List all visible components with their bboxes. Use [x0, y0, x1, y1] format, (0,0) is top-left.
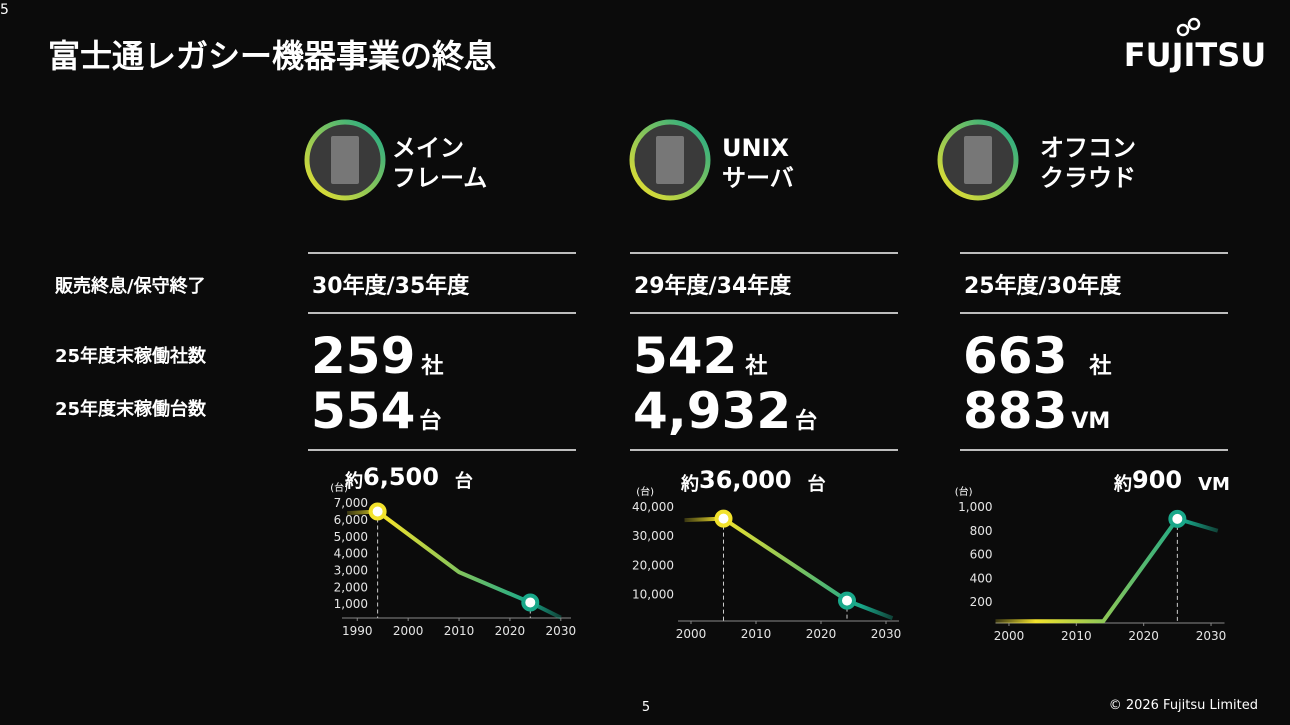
units-unit: 台 [795, 408, 817, 434]
x-tick-label: 2020 [495, 624, 526, 638]
y-tick-label: 600 [970, 548, 993, 562]
annotation: 約6,500 台 [344, 463, 473, 492]
row-label: 販売終息/保守終了 [55, 275, 206, 297]
data-line [995, 516, 1219, 624]
logo-text: FUJITSU [1124, 36, 1267, 74]
y-unit: (台) [955, 485, 973, 498]
y-tick-label: 1,000 [958, 500, 992, 514]
column-name: フレーム [392, 164, 487, 192]
x-tick-label: 2030 [871, 627, 902, 641]
end-dates: 25年度/30年度 [964, 273, 1122, 299]
y-tick-label: 7,000 [334, 496, 368, 510]
annotation: 約900 VM [1113, 466, 1230, 495]
y-unit: (台) [636, 485, 654, 498]
end-dates: 29年度/34年度 [634, 273, 792, 299]
data-line [684, 516, 894, 621]
highlight-point [714, 509, 733, 528]
units-figure: 883 VM [963, 382, 1110, 440]
annotation-unit: 台 [455, 470, 473, 492]
row-label: 25年度末稼働台数 [55, 398, 207, 420]
x-tick-label: 1990 [342, 624, 373, 638]
highlight-point [368, 502, 387, 521]
annotation-unit: VM [1198, 474, 1230, 495]
logo: FUJITSU [1124, 17, 1267, 74]
y-tick-label: 1,000 [334, 597, 368, 611]
companies-figure: 663 社 [963, 327, 1111, 385]
units-number: 4,932 [633, 382, 791, 440]
row-label: 25年度末稼働社数 [55, 345, 207, 367]
x-tick-label: 2030 [546, 624, 577, 638]
units-number: 554 [311, 382, 415, 440]
x-tick-label: 2030 [1196, 629, 1227, 643]
companies-unit: 社 [1088, 354, 1111, 379]
y-tick-label: 200 [970, 595, 993, 609]
column-name: UNIX [722, 134, 790, 162]
y-tick-label: 30,000 [632, 529, 674, 543]
companies-number: 663 [963, 327, 1067, 385]
annotation-number: 6,500 [363, 463, 439, 491]
column-icon-detail [331, 136, 359, 184]
annotation-number: 36,000 [699, 466, 792, 494]
annotation-prefix: 約 [344, 470, 363, 492]
annotation-prefix: 約 [1113, 473, 1132, 495]
highlight-point [1168, 509, 1187, 528]
units-unit: VM [1071, 409, 1110, 434]
x-tick-label: 2010 [444, 624, 475, 638]
column-icon-detail [964, 136, 992, 184]
y-unit: (台) [330, 481, 348, 494]
companies-unit: 社 [420, 354, 443, 379]
companies-number: 542 [633, 327, 737, 385]
page-number: 5 [642, 700, 650, 715]
companies-figure: 542 社 [633, 327, 767, 385]
companies-figure: 259 社 [311, 327, 443, 385]
x-tick-label: 2000 [393, 624, 424, 638]
x-tick-label: 2010 [1061, 629, 1092, 643]
x-tick-label: 2020 [1128, 629, 1159, 643]
column-icon-detail [656, 136, 684, 184]
column-name: サーバ [722, 164, 794, 192]
annotation: 約36,000 台 [680, 466, 826, 495]
highlight-point [838, 591, 856, 610]
slide-title: 富士通レガシー機器事業の終息 [48, 37, 496, 75]
highlight-point [521, 593, 540, 612]
y-tick-label: 3,000 [334, 563, 368, 577]
companies-number: 259 [311, 327, 415, 385]
annotation-number: 900 [1132, 466, 1182, 494]
units-figure: 4,932 台 [633, 382, 817, 440]
column-name: オフコン [1040, 134, 1136, 162]
x-tick-label: 2000 [994, 629, 1025, 643]
y-tick-label: 2,000 [334, 580, 368, 594]
column-name: クラウド [1040, 164, 1136, 192]
corner-label: 5 [0, 2, 9, 18]
y-tick-label: 10,000 [632, 588, 674, 602]
y-tick-label: 20,000 [632, 558, 674, 572]
y-tick-label: 800 [970, 524, 993, 538]
y-tick-label: 40,000 [632, 500, 674, 514]
companies-unit: 社 [744, 354, 767, 379]
y-tick-label: 4,000 [334, 547, 368, 561]
data-line [346, 509, 562, 620]
units-number: 883 [963, 382, 1067, 440]
annotation-unit: 台 [808, 473, 826, 495]
copyright: © 2026 Fujitsu Limited [1109, 698, 1258, 713]
logo-mark [1176, 23, 1190, 37]
end-dates: 30年度/35年度 [312, 273, 470, 299]
units-figure: 554 台 [311, 382, 441, 440]
x-tick-label: 2010 [741, 627, 772, 641]
x-tick-label: 2020 [806, 627, 837, 641]
annotation-prefix: 約 [680, 473, 699, 495]
y-tick-label: 6,000 [334, 513, 368, 527]
logo-mark [1187, 17, 1201, 31]
x-tick-label: 2000 [676, 627, 707, 641]
column-name: メイン [392, 134, 464, 162]
y-tick-label: 400 [970, 571, 993, 585]
y-tick-label: 5,000 [334, 530, 368, 544]
units-unit: 台 [419, 408, 441, 434]
